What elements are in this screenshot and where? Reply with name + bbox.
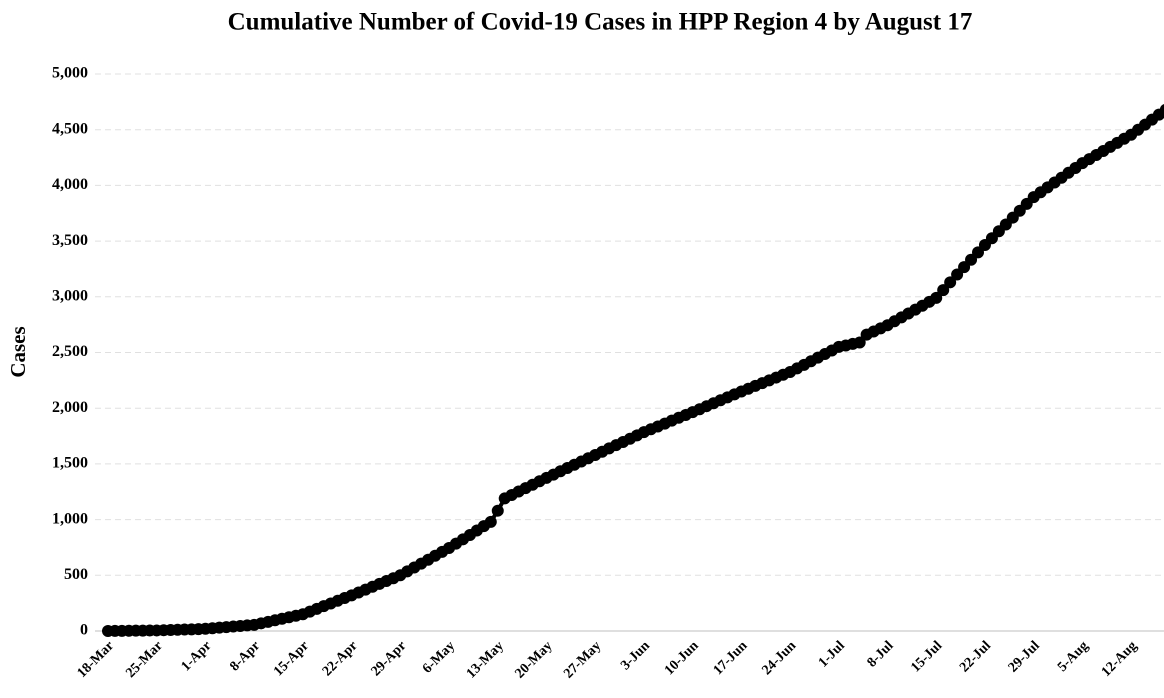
- y-tick-label: 4,500: [52, 120, 88, 137]
- x-tick-label: 12-Aug: [1099, 638, 1140, 679]
- data-point: [491, 504, 504, 517]
- y-tick-label: 3,000: [52, 287, 88, 304]
- chart-title: Cumulative Number of Covid-19 Cases in H…: [228, 9, 973, 36]
- data-point: [853, 336, 866, 349]
- x-tick-label: 8-Jul: [865, 638, 897, 670]
- x-tick-label: 10-Jun: [662, 638, 702, 678]
- x-tick-label: 8-Apr: [227, 638, 263, 674]
- x-tick-label: 1-Apr: [179, 638, 215, 674]
- x-tick-label: 18-Mar: [75, 638, 117, 680]
- x-tick-label: 6-May: [420, 638, 458, 676]
- x-tick-label: 22-Apr: [320, 638, 361, 679]
- y-tick-label: 500: [64, 566, 88, 583]
- y-tick-label: 1,500: [52, 455, 88, 472]
- data-point: [930, 291, 943, 304]
- y-axis-label: Cases: [6, 326, 30, 377]
- series-line: [107, 108, 1164, 633]
- y-tick-label: 3,500: [52, 232, 88, 249]
- data-point: [1159, 103, 1164, 116]
- x-tick-label: 5-Aug: [1055, 638, 1091, 674]
- y-tick-label: 5,000: [52, 65, 88, 82]
- x-tick-label: 17-Jun: [711, 638, 751, 678]
- x-tick-label: 29-Jul: [1006, 638, 1043, 675]
- x-tick-label: 15-Apr: [271, 638, 312, 679]
- y-tick-label: 4,000: [52, 176, 88, 193]
- data-point: [944, 276, 957, 289]
- y-tick-label: 1,000: [52, 510, 88, 527]
- x-tick-label: 3-Jun: [618, 638, 653, 673]
- x-tick-label: 27-May: [561, 638, 604, 681]
- y-tick-label: 2,000: [52, 399, 88, 416]
- x-tick-label: 1-Jul: [816, 638, 848, 670]
- x-tick-label: 22-Jul: [957, 638, 994, 675]
- x-tick-label: 13-May: [464, 638, 507, 681]
- y-tick-label: 2,500: [52, 343, 88, 360]
- x-tick-label: 29-Apr: [369, 638, 410, 679]
- x-tick-label: 24-Jun: [759, 638, 799, 678]
- x-tick-label: 15-Jul: [908, 638, 945, 675]
- y-tick-label: 0: [80, 622, 88, 639]
- x-tick-label: 20-May: [513, 638, 556, 681]
- data-point: [937, 284, 950, 297]
- x-tick-label: 25-Mar: [123, 638, 165, 680]
- data-point: [484, 515, 497, 528]
